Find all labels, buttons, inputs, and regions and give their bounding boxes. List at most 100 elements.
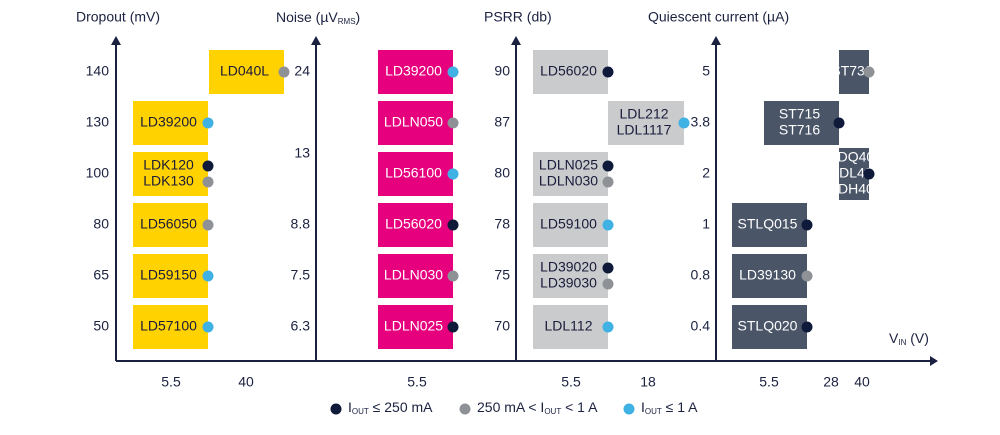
bar [133,254,208,298]
bar-label: LDL212 [619,106,668,122]
bar-label: LD39130 [739,267,796,283]
bar-label: LDLN050 [384,114,443,130]
bar [378,305,453,349]
y-tick-label: 70 [494,318,510,334]
current-dot [447,321,459,333]
y-axis-arrow [111,36,121,45]
current-dot [202,219,214,231]
y-tick-label: 80 [494,165,510,181]
bar-label: LDLN025 [384,318,443,334]
y-tick-label: 7.5 [291,267,311,283]
current-dot [801,321,813,333]
current-dot [602,219,614,231]
current-dot [202,270,214,282]
current-dot [202,117,214,129]
bar [133,203,208,247]
bar-label: LD39200 [385,63,442,79]
y-tick-label: 65 [93,267,109,283]
legend-label: IOUT ≤ 250 mA [348,399,433,416]
bar [378,50,453,94]
legend-dot [330,403,342,415]
current-dot [202,160,214,172]
current-dot [447,270,459,282]
current-dot [678,117,690,129]
bar-label: ST730 [831,63,872,79]
legend-dot [623,403,635,415]
x-tick-label: 5.5 [407,374,427,390]
x-axis-label: VIN (V) [889,330,929,347]
current-dot [447,117,459,129]
bar-label: LDQ40 [830,149,875,165]
bar-label: STLQ015 [738,216,798,232]
y-tick-label: 50 [93,318,109,334]
bar [533,254,608,298]
x-tick-label: 40 [854,374,870,390]
bar-label: LDK120 [143,157,194,173]
x-tick-label: 5.5 [161,374,181,390]
legend-label: 250 mA < IOUT < 1 A [477,399,598,416]
bar [732,305,807,349]
bar-label: LDLN030 [539,173,598,189]
bar-label: LDL40 [831,165,872,181]
panel-2: 24 13 8.8 7.5 6.3 5.5 LD39200 LDLN050 LD56100 LD5… [291,36,459,390]
bar-label: LD57100 [140,318,197,334]
current-dot [833,117,845,129]
bar [533,203,608,247]
x-axis-arrow [930,356,938,366]
current-dot [447,66,459,78]
current-dot [602,160,614,172]
y-axis-arrow [311,36,321,45]
bar [378,101,453,145]
x-tick-label: 5.5 [759,374,779,390]
current-dot [863,66,875,78]
panel-title: Noise (µVRMS) [276,9,360,26]
bar [209,50,284,94]
bar [608,101,684,145]
bar-label: LDL112 [544,318,592,334]
bar [133,305,208,349]
bar [732,254,807,298]
x-tick-label: 18 [640,374,656,390]
bar-label: LD59150 [140,267,197,283]
bar-label: LD39020 [540,259,597,275]
legend-dot [459,403,471,415]
bar-label: LDH40 [830,181,874,197]
bar-label: LD56020 [540,63,597,79]
bar-label: STLQ020 [738,318,798,334]
y-tick-label: 78 [494,216,510,232]
y-tick-label: 6.3 [291,318,311,334]
y-tick-label: 140 [86,63,110,79]
bar-label: LD59100 [540,216,597,232]
bar [533,152,608,196]
bar [378,152,453,196]
panel-title: Quiescent current (µA) [648,9,789,25]
current-dot [447,168,459,180]
bar-label: LDLN025 [539,157,598,173]
bar [533,50,608,94]
current-dot [602,278,614,290]
y-axis-arrow [511,36,521,45]
current-dot [202,321,214,333]
bar-label: LD56100 [385,165,442,181]
current-dot [801,219,813,231]
bar-label: ST716 [779,122,820,138]
bar-label: LDLN030 [384,267,443,283]
bar [378,203,453,247]
y-tick-label: 2 [702,165,710,181]
y-tick-label: 0.4 [691,318,711,334]
x-tick-label: 5.5 [561,374,581,390]
y-tick-label: 24 [294,63,310,79]
bar-label: LD040L [220,63,269,79]
current-dot [801,270,813,282]
current-dot [202,176,214,188]
bar [133,152,208,196]
panel-4: Quiescent current (µA) 5 3.8 2 1 0.8 0.4 5.5 28 4… [648,9,875,390]
bar-label: LDK130 [143,173,194,189]
panel-title: PSRR (db) [484,9,552,25]
y-tick-label: 130 [86,114,110,130]
y-tick-label: 8.8 [291,216,311,232]
y-tick-label: 1 [702,216,710,232]
bar [378,254,453,298]
y-tick-label: 100 [86,165,110,181]
